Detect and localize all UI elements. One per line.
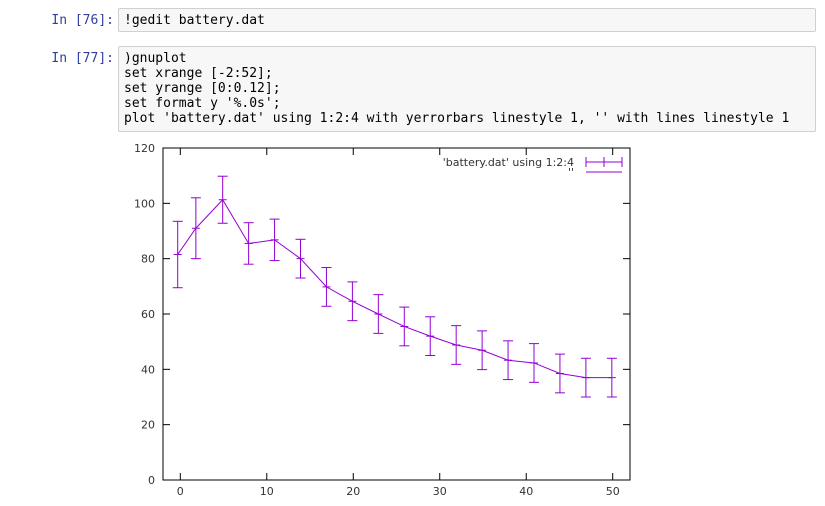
x-tick-label: 20: [346, 485, 360, 498]
code-input[interactable]: !gedit battery.dat: [118, 8, 816, 32]
code-line: set format y '%.0s';: [124, 96, 281, 111]
x-tick-label: 40: [519, 485, 533, 498]
code-input[interactable]: )gnuplot set xrange [-2:52]; set yrange …: [118, 46, 816, 132]
y-tick-label: 100: [134, 197, 155, 210]
code-cell-77: In [77]: )gnuplot set xrange [-2:52]; se…: [0, 46, 825, 132]
input-prompt: In [76]:: [51, 13, 114, 28]
code-line: )gnuplot: [124, 51, 187, 66]
x-tick-label: 10: [260, 485, 274, 498]
code-line: set xrange [-2:52];: [124, 66, 273, 81]
y-tick-label: 120: [134, 142, 155, 155]
code-line: plot 'battery.dat' using 1:2:4 with yerr…: [124, 111, 790, 126]
legend-label: 'battery.dat' using 1:2:4: [443, 156, 574, 169]
y-tick-label: 80: [141, 253, 155, 266]
x-tick-label: 30: [433, 485, 447, 498]
battery-chart: 0 20 40 60 80 100 120 0 10 20 30 40 50 'battery.dat' …: [134, 142, 631, 498]
x-tick-label: 50: [606, 485, 620, 498]
y-tick-label: 40: [141, 363, 155, 376]
legend-label: '': [568, 166, 574, 179]
y-tick-label: 60: [141, 308, 155, 321]
y-tick-label: 0: [148, 474, 155, 487]
code-line: !gedit battery.dat: [124, 13, 265, 28]
plot-border: [162, 147, 631, 481]
series-line: [177, 198, 612, 379]
x-tick-label: 0: [177, 485, 184, 498]
code-line: set yrange [0:0.12];: [124, 81, 281, 96]
gnuplot-output: 0 20 40 60 80 100 120 0 10 20 30 40 50 'battery.dat' …: [120, 138, 640, 498]
y-tick-label: 20: [141, 419, 155, 432]
code-cell-76: In [76]: !gedit battery.dat: [0, 8, 825, 32]
input-prompt: In [77]:: [51, 51, 114, 66]
